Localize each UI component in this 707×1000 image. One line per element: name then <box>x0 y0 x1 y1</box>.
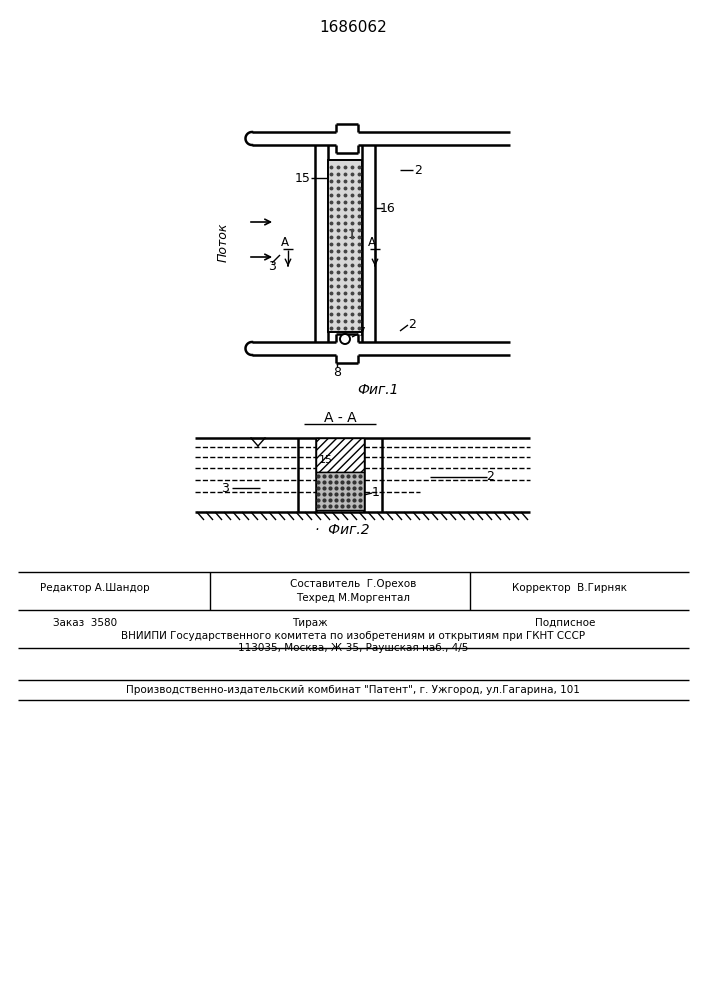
Text: Составитель  Г.Орехов: Составитель Г.Орехов <box>290 579 416 589</box>
Text: Тираж: Тираж <box>292 618 328 628</box>
Text: 8: 8 <box>333 365 341 378</box>
Circle shape <box>340 334 350 344</box>
Text: Техред М.Моргентал: Техред М.Моргентал <box>296 593 410 603</box>
Text: 3: 3 <box>221 482 229 494</box>
Text: Заказ  3580: Заказ 3580 <box>53 618 117 628</box>
Text: А - А: А - А <box>324 411 356 425</box>
Text: Редактор А.Шандор: Редактор А.Шандор <box>40 583 150 593</box>
Text: 16: 16 <box>380 202 396 215</box>
Text: ВНИИПИ Государственного комитета по изобретениям и открытиям при ГКНТ СССР: ВНИИПИ Государственного комитета по изоб… <box>121 631 585 641</box>
Text: А: А <box>281 236 289 249</box>
Text: 2: 2 <box>414 163 422 176</box>
Text: 3: 3 <box>268 260 276 273</box>
Bar <box>316 438 364 472</box>
Text: 1: 1 <box>348 229 356 241</box>
Text: 1: 1 <box>372 487 380 499</box>
Text: Поток: Поток <box>216 222 230 262</box>
Text: 15: 15 <box>295 172 311 184</box>
Text: А: А <box>368 236 376 249</box>
Text: ·  Фиг.2: · Фиг.2 <box>315 523 369 537</box>
Text: 15: 15 <box>319 455 333 465</box>
Text: Подписное: Подписное <box>534 618 595 628</box>
Bar <box>316 472 364 510</box>
Text: 113035, Москва, Ж-35, Раушская наб., 4/5: 113035, Москва, Ж-35, Раушская наб., 4/5 <box>238 643 468 653</box>
Text: Фиг.1: Фиг.1 <box>357 383 399 397</box>
Text: 7: 7 <box>358 326 366 338</box>
Text: Корректор  В.Гирняк: Корректор В.Гирняк <box>513 583 628 593</box>
Text: Производственно-издательский комбинат "Патент", г. Ужгород, ул.Гагарина, 101: Производственно-издательский комбинат "П… <box>126 685 580 695</box>
Text: 2: 2 <box>408 318 416 332</box>
Bar <box>328 160 362 332</box>
Text: 2: 2 <box>486 471 494 484</box>
Text: 1686062: 1686062 <box>319 20 387 35</box>
